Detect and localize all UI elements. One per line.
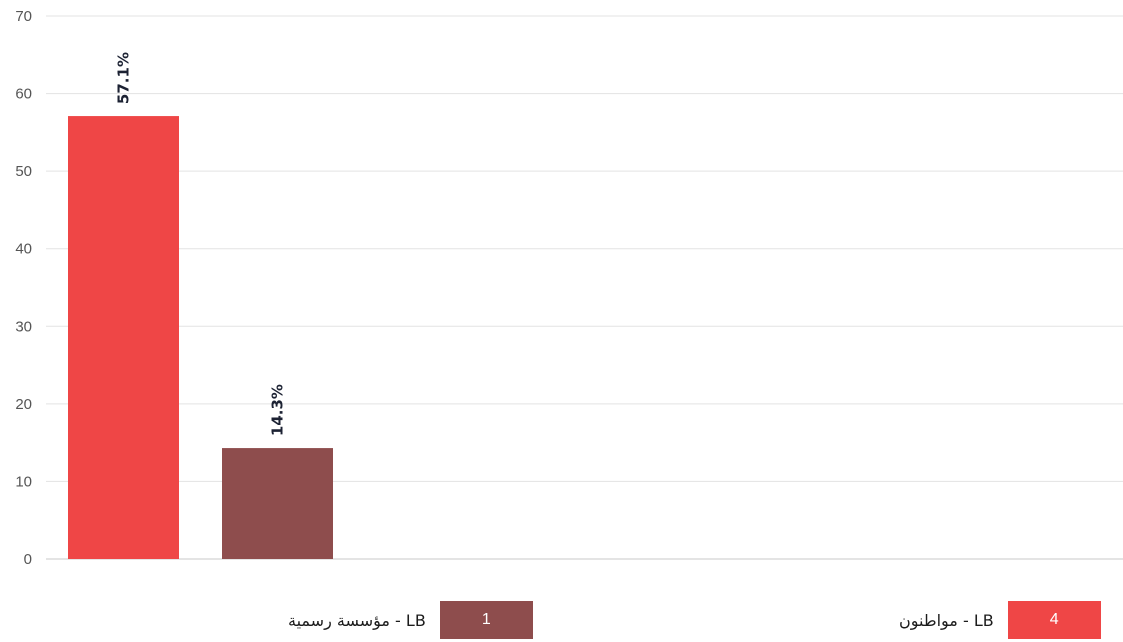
legend-swatch-0: 4 [1007, 601, 1101, 639]
bar-1 [222, 448, 333, 559]
bar-0 [68, 116, 179, 560]
data-label-0: 57.1% [115, 52, 133, 104]
legend-entry-0[interactable]: LB - مواطنون 4 [899, 600, 1101, 640]
y-tick-label-50: 50 [15, 163, 32, 180]
y-tick-label-30: 30 [15, 318, 32, 335]
y-tick-label-70: 70 [15, 8, 32, 25]
legend-label-1: LB - مؤسسة رسمية [288, 610, 426, 630]
bar-chart: 0 10 20 30 40 50 60 70 57.1% 14.3% [15, 8, 1123, 568]
y-tick-label-40: 40 [15, 241, 32, 258]
y-tick-label-20: 20 [15, 396, 32, 413]
y-tick-label-60: 60 [15, 86, 32, 103]
data-label-1: 14.3% [269, 384, 287, 436]
y-tick-label-10: 10 [15, 473, 32, 490]
legend-entry-1[interactable]: LB - مؤسسة رسمية 1 [288, 600, 533, 640]
y-tick-label-0: 0 [24, 551, 32, 568]
legend-label-0: LB - مواطنون [899, 610, 994, 630]
legend-swatch-1: 1 [439, 601, 533, 639]
